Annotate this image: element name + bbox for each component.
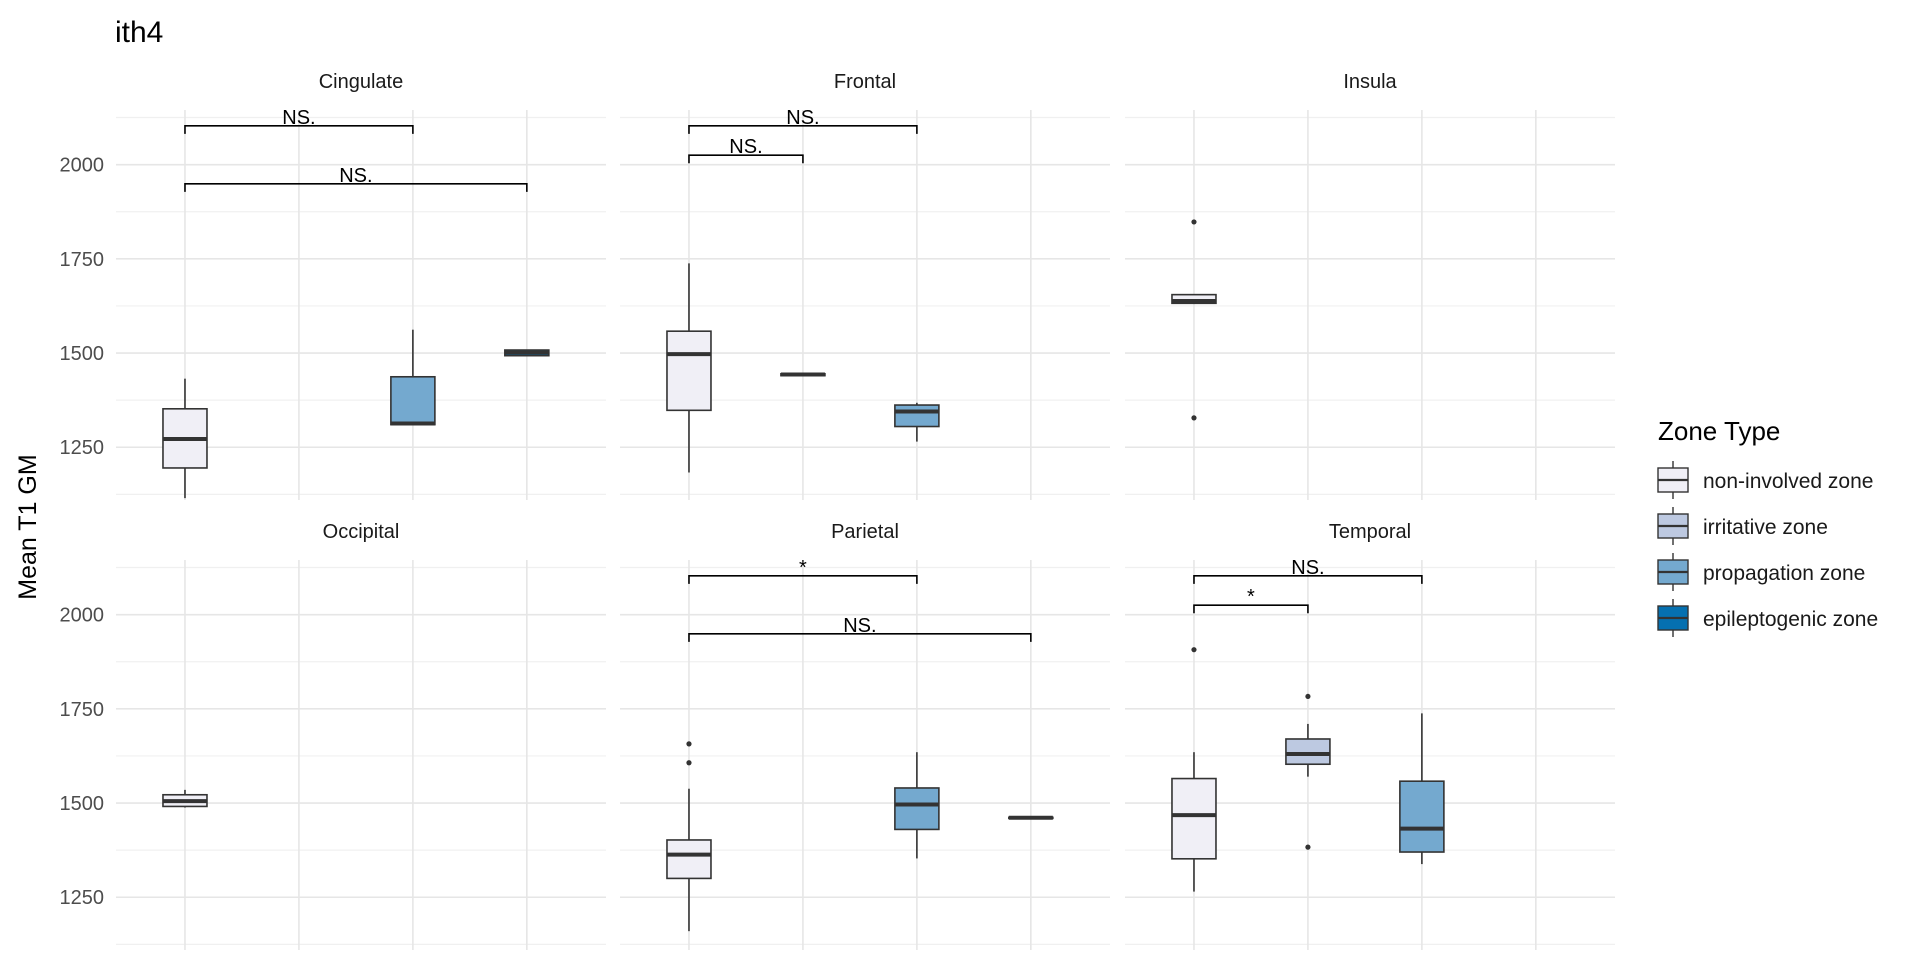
bracket-line [688,575,918,584]
boxplot-epileptogenic-zone [1008,815,1054,820]
significance-label: * [799,557,807,579]
y-tick-label: 2000 [60,605,105,627]
significance-label: NS. [339,165,372,187]
legend-title: Zone Type [1658,416,1780,446]
significance-bracket: * [1193,586,1309,614]
boxplot-non-involved-zone [666,263,712,473]
box-iqr [1171,777,1217,860]
legend-label: irritative zone [1703,516,1828,539]
outlier-point [1305,844,1311,850]
y-axis-title: Mean T1 GM [14,454,42,599]
boxplot-propagation-zone [894,402,940,442]
boxplot-propagation-zone [894,752,940,859]
significance-bracket: NS. [688,615,1032,642]
significance-bracket: NS. [688,107,918,134]
significance-label: * [1247,586,1255,608]
significance-label: NS. [786,107,819,129]
legend-item: propagation zone [1657,553,1865,591]
legend-item: non-involved zone [1657,461,1873,499]
legend-item: irritative zone [1657,507,1828,545]
bracket-line [1193,575,1423,584]
significance-label: NS. [282,107,315,129]
facet-panel-insula: Insula [1125,71,1615,500]
y-tick-label: 1250 [60,437,105,459]
facet-strip-label: Parietal [831,521,899,543]
outlier-point [1191,647,1197,653]
box-iqr [1171,293,1217,305]
outlier-point [1305,693,1311,700]
box-iqr [666,839,712,880]
significance-label: NS. [1291,557,1324,579]
boxplot-propagation-zone [390,329,436,426]
boxplot-non-involved-zone [1171,219,1217,421]
y-tick-label: 1750 [60,699,105,721]
legend-label: non-involved zone [1703,470,1873,493]
box-iqr [390,375,436,426]
legend-label: epileptogenic zone [1703,608,1878,631]
box-iqr [666,330,712,412]
significance-label: NS. [729,136,762,158]
facet-panels: Cingulate 1250 1500 1750 2000 NS. NS. Frontal NS… [60,71,1615,950]
y-tick-label: 1500 [60,343,105,365]
outlier-point [1191,415,1197,421]
bracket-line [1193,604,1309,614]
y-tick-label: 1750 [60,249,105,271]
outlier-point [686,760,692,766]
box-iqr [1399,780,1445,853]
boxplot-non-involved-zone [162,789,208,808]
outlier-point [686,741,692,747]
significance-label: NS. [843,615,876,637]
significance-bracket: NS. [1193,557,1423,584]
facet-panel-parietal: Parietal * NS. [620,521,1110,950]
significance-bracket: * [688,557,918,584]
facet-strip-label: Insula [1343,71,1397,93]
chart-title: ith4 [115,16,163,49]
legend-item: epileptogenic zone [1657,599,1878,637]
y-tick-label: 1500 [60,793,105,815]
box-iqr [1285,738,1331,766]
bracket-line [688,125,918,134]
y-tick-label: 1250 [60,887,105,909]
box-iqr [894,404,940,428]
significance-bracket: NS. [184,165,528,192]
boxplot-propagation-zone [1399,713,1445,865]
outlier-point [1191,219,1197,225]
legend-label: propagation zone [1703,562,1865,585]
facet-strip-label: Temporal [1329,521,1411,543]
y-tick-label: 2000 [60,155,105,177]
significance-bracket: NS. [184,107,414,134]
box-iqr [894,787,940,831]
bracket-line [688,633,1032,642]
boxplot-non-involved-zone [1171,647,1217,892]
boxplot-irritative-zone [780,372,826,377]
boxplot-irritative-zone [1285,693,1331,850]
facet-strip-label: Cingulate [319,71,404,93]
bracket-line [184,183,528,192]
boxplot-non-involved-zone [666,741,712,932]
bracket-line [688,154,804,164]
boxplot-epileptogenic-zone [504,349,550,357]
significance-bracket: NS. [688,136,804,164]
facet-strip-label: Occipital [323,521,400,543]
facet-panel-occipital: Occipital 1250 1500 1750 2000 [60,521,606,950]
facet-panel-frontal: Frontal NS. NS. [620,71,1110,500]
bracket-line [184,125,414,134]
legend: Zone Type non-involved zone irritative zo… [1657,416,1878,637]
facet-strip-label: Frontal [834,71,896,93]
boxplot-non-involved-zone [162,378,208,499]
facet-panel-cingulate: Cingulate 1250 1500 1750 2000 NS. NS. [60,71,606,500]
